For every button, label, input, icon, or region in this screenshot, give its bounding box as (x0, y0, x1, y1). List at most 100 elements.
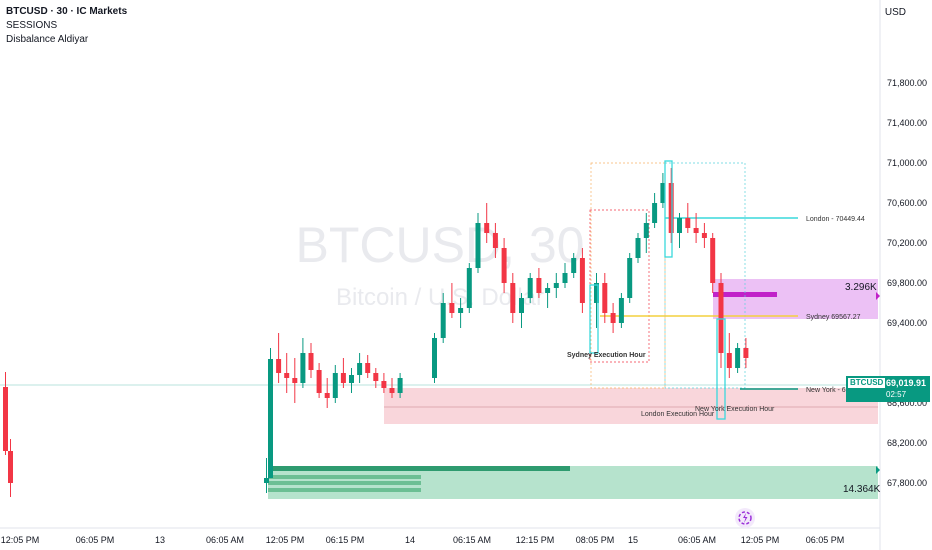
time-tick-2: 13 (155, 535, 165, 545)
candle-body-0 (3, 387, 8, 451)
candle-body-31 (527, 278, 533, 298)
time-tick-12: 12:05 PM (741, 535, 780, 545)
price-tick-9: 67,800.00 (887, 478, 927, 488)
time-tick-7: 06:15 AM (453, 535, 491, 545)
candle-body-44 (643, 223, 649, 238)
volume-bar-4 (268, 488, 421, 492)
time-tick-1: 06:05 PM (76, 535, 115, 545)
sydney-label: Sydney 69567.27 (806, 314, 861, 321)
time-axis[interactable]: 12:05 PM 06:05 PM 13 06:05 AM 12:05 PM 06:15 … (1, 535, 845, 545)
candle-body-24 (466, 268, 472, 308)
indicator-disbalance[interactable]: Disbalance Aldiyar (6, 34, 89, 45)
imbalance-zone-top (713, 279, 878, 319)
ai-assist-icon[interactable] (735, 508, 755, 528)
candle-body-12 (340, 373, 346, 383)
candle-body-55 (735, 348, 741, 368)
time-tick-6: 14 (405, 535, 415, 545)
candle-body-20 (432, 338, 437, 378)
price-tick-5: 69,800.00 (887, 278, 927, 288)
candle-body-45 (652, 203, 658, 223)
candle-body-51 (701, 233, 707, 238)
london-exec-label: London Execution Hour (641, 411, 715, 418)
price-tick-7: 68,600.00 (887, 398, 927, 408)
newyork-label: New York - 6 (806, 387, 846, 394)
candle-body-53 (718, 283, 724, 353)
candle-body-5 (284, 373, 290, 378)
candle-body-3 (268, 359, 273, 478)
candle-body-10 (324, 393, 330, 398)
candle-body-13 (349, 375, 354, 383)
candle-body-4 (276, 359, 282, 373)
candle-body-8 (308, 353, 314, 370)
new-york-zone (384, 388, 878, 424)
candle-body-30 (519, 298, 524, 313)
volume-bar-1 (268, 466, 570, 471)
candle-body-28 (501, 248, 507, 283)
candle-body-50 (693, 228, 699, 233)
london-session-box (590, 162, 666, 389)
price-tick-1: 71,400.00 (887, 118, 927, 128)
time-tick-5: 06:15 PM (326, 535, 365, 545)
candle-body-35 (562, 273, 568, 283)
candle-body-43 (635, 238, 641, 258)
candle-body-18 (389, 388, 395, 393)
price-tick-0: 71,800.00 (887, 78, 927, 88)
time-tick-0: 12:05 PM (1, 535, 40, 545)
candle-body-16 (373, 373, 379, 381)
london-candle-box (664, 160, 673, 258)
price-value: 69,019.91 (886, 378, 927, 388)
candle-body-42 (627, 258, 633, 298)
chart-legend: BTCUSD · 30 · IC Markets SESSIONS Disbal… (6, 5, 127, 47)
time-tick-9: 08:05 PM (576, 535, 615, 545)
candle-body-26 (484, 223, 490, 233)
volume-bar-3 (268, 481, 421, 485)
london-label: London - 70449.44 (806, 216, 865, 223)
sydney-candle-box (589, 284, 599, 354)
time-tick-11: 06:05 AM (678, 535, 716, 545)
price-symbol: BTCUSD (848, 378, 886, 388)
candle-body-40 (610, 313, 616, 323)
time-tick-3: 06:05 AM (206, 535, 244, 545)
candle-body-9 (316, 370, 322, 393)
indicator-sessions[interactable]: SESSIONS (6, 20, 58, 31)
time-tick-10: 15 (628, 535, 638, 545)
imbalance-marker (876, 292, 880, 300)
candle-body-36 (571, 258, 577, 273)
candle-body-41 (618, 298, 624, 323)
candle-body-1 (8, 451, 13, 483)
candle-body-11 (332, 373, 338, 398)
candle-body-49 (685, 218, 691, 228)
candle-body-37 (579, 258, 585, 303)
candle-body-29 (510, 283, 516, 313)
symbol-title[interactable]: BTCUSD · 30 · IC Markets (6, 6, 128, 17)
price-tick-8: 68,200.00 (887, 438, 927, 448)
price-tick-2: 71,000.00 (887, 158, 927, 168)
candle-body-25 (475, 223, 481, 268)
volume-label-top: 3.296K (845, 282, 877, 293)
candle-body-48 (677, 218, 682, 233)
candle-body-6 (292, 378, 298, 383)
candle-body-27 (492, 233, 498, 248)
currency-label[interactable]: USD (884, 7, 906, 18)
candle-body-47 (668, 183, 674, 233)
volume-marker (876, 466, 880, 474)
imbalance-bar (713, 292, 777, 297)
candle-body-46 (660, 183, 666, 203)
price-tick-3: 70,600.00 (887, 198, 927, 208)
candle-body-52 (710, 238, 716, 283)
candle-body-15 (365, 363, 371, 373)
candle-body-32 (536, 278, 542, 293)
candle-body-21 (440, 303, 446, 338)
candle-body-38 (594, 283, 599, 303)
volume-bar-2 (268, 475, 421, 479)
candle-body-23 (458, 308, 464, 313)
time-tick-4: 12:05 PM (266, 535, 305, 545)
time-tick-8: 12:15 PM (516, 535, 555, 545)
candle-body-2 (264, 478, 269, 483)
price-tick-6: 69,400.00 (887, 318, 927, 328)
volume-label-bottom: 14.364K (843, 484, 881, 495)
price-axis[interactable]: 71,800.00 71,400.00 71,000.00 70,600.00 70,2… (887, 78, 927, 488)
candle-body-19 (397, 378, 403, 393)
candle-body-14 (357, 363, 363, 375)
